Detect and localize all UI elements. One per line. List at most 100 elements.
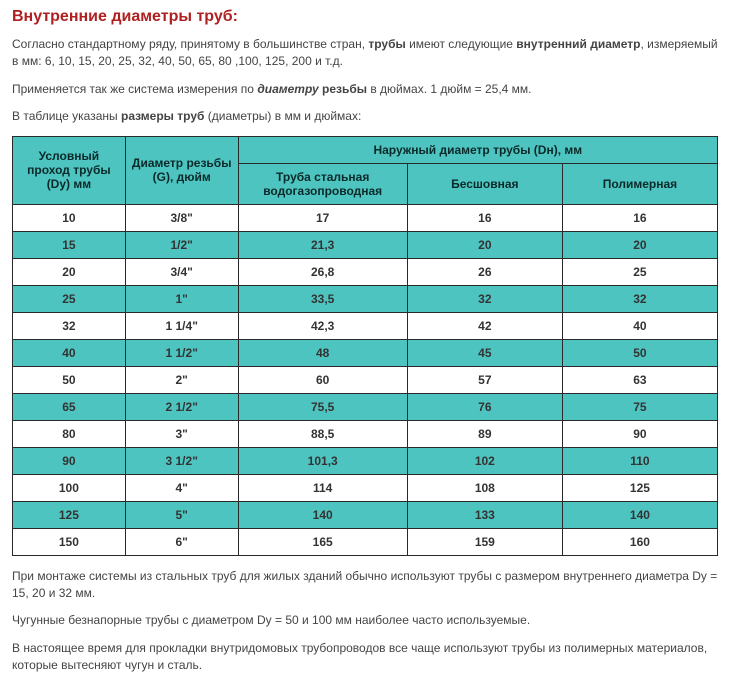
table-cell: 16 [562, 204, 717, 231]
bold-text: трубы [368, 37, 405, 51]
intro-paragraph-1: Согласно стандартному ряду, принятому в … [12, 36, 718, 71]
table-header: Условный проход трубы (Dy) мм Диаметр ре… [13, 136, 718, 204]
table-row: 502"605763 [13, 366, 718, 393]
table-row: 103/8"171616 [13, 204, 718, 231]
table-row: 321 1/4"42,34240 [13, 312, 718, 339]
table-cell: 20 [13, 258, 126, 285]
table-cell: 80 [13, 420, 126, 447]
table-cell: 133 [407, 501, 562, 528]
col-header-dn-group: Наружный диаметр трубы (Dн), мм [238, 136, 717, 163]
table-row: 803"88,58990 [13, 420, 718, 447]
table-cell: 75 [562, 393, 717, 420]
table-cell: 16 [407, 204, 562, 231]
table-cell: 140 [562, 501, 717, 528]
table-cell: 100 [13, 474, 126, 501]
table-cell: 33,5 [238, 285, 407, 312]
table-cell: 3/4" [125, 258, 238, 285]
table-cell: 26,8 [238, 258, 407, 285]
table-cell: 17 [238, 204, 407, 231]
table-cell: 3" [125, 420, 238, 447]
bold-text: внутренний диаметр [516, 37, 640, 51]
table-cell: 48 [238, 339, 407, 366]
text: Согласно стандартному ряду, принятому в … [12, 37, 368, 51]
table-cell: 3 1/2" [125, 447, 238, 474]
table-cell: 110 [562, 447, 717, 474]
table-cell: 5" [125, 501, 238, 528]
table-row: 151/2"21,32020 [13, 231, 718, 258]
intro-paragraph-3: В таблице указаны размеры труб (диаметры… [12, 108, 718, 125]
table-row: 1506"165159160 [13, 528, 718, 555]
table-cell: 4" [125, 474, 238, 501]
table-row: 652 1/2"75,57675 [13, 393, 718, 420]
col-header-seamless: Бесшовная [407, 163, 562, 204]
table-cell: 10 [13, 204, 126, 231]
table-cell: 6" [125, 528, 238, 555]
table-cell: 3/8" [125, 204, 238, 231]
table-row: 203/4"26,82625 [13, 258, 718, 285]
table-cell: 50 [562, 339, 717, 366]
table-cell: 20 [562, 231, 717, 258]
table-cell: 1 1/2" [125, 339, 238, 366]
table-cell: 101,3 [238, 447, 407, 474]
table-cell: 102 [407, 447, 562, 474]
note-paragraph-1: При монтаже системы из стальных труб для… [12, 568, 718, 603]
text: В таблице указаны [12, 109, 121, 123]
table-row: 401 1/2"484550 [13, 339, 718, 366]
text: имеют следующие [406, 37, 517, 51]
text: Применяется так же система измерения по [12, 82, 257, 96]
text: (диаметры) в мм и дюймах: [204, 109, 361, 123]
table-cell: 57 [407, 366, 562, 393]
table-cell: 90 [13, 447, 126, 474]
table-cell: 159 [407, 528, 562, 555]
table-cell: 1/2" [125, 231, 238, 258]
col-header-polymer: Полимерная [562, 163, 717, 204]
table-cell: 2" [125, 366, 238, 393]
table-cell: 90 [562, 420, 717, 447]
table-cell: 60 [238, 366, 407, 393]
table-body: 103/8"171616151/2"21,32020203/4"26,82625… [13, 204, 718, 555]
table-cell: 45 [407, 339, 562, 366]
table-cell: 40 [13, 339, 126, 366]
table-cell: 125 [13, 501, 126, 528]
table-cell: 1 1/4" [125, 312, 238, 339]
table-cell: 75,5 [238, 393, 407, 420]
table-cell: 20 [407, 231, 562, 258]
table-cell: 160 [562, 528, 717, 555]
col-header-g: Диаметр резьбы (G), дюйм [125, 136, 238, 204]
note-paragraph-2: Чугунные безнапорные трубы с диаметром D… [12, 612, 718, 629]
table-cell: 89 [407, 420, 562, 447]
table-cell: 21,3 [238, 231, 407, 258]
table-row: 1255"140133140 [13, 501, 718, 528]
table-cell: 26 [407, 258, 562, 285]
table-cell: 65 [13, 393, 126, 420]
table-cell: 32 [13, 312, 126, 339]
table-cell: 2 1/2" [125, 393, 238, 420]
table-cell: 1" [125, 285, 238, 312]
table-row: 903 1/2"101,3102110 [13, 447, 718, 474]
table-cell: 32 [407, 285, 562, 312]
table-cell: 140 [238, 501, 407, 528]
table-cell: 25 [562, 258, 717, 285]
table-cell: 165 [238, 528, 407, 555]
bold-italic-text: диаметру резьбы [257, 82, 367, 96]
table-row: 1004"114108125 [13, 474, 718, 501]
table-cell: 32 [562, 285, 717, 312]
table-cell: 125 [562, 474, 717, 501]
table-cell: 40 [562, 312, 717, 339]
table-row: 251"33,53232 [13, 285, 718, 312]
table-cell: 25 [13, 285, 126, 312]
bold-text: размеры труб [121, 109, 204, 123]
table-cell: 150 [13, 528, 126, 555]
table-cell: 76 [407, 393, 562, 420]
page-title: Внутренние диаметры труб: [12, 8, 718, 26]
table-cell: 42,3 [238, 312, 407, 339]
table-cell: 108 [407, 474, 562, 501]
table-cell: 114 [238, 474, 407, 501]
intro-paragraph-2: Применяется так же система измерения по … [12, 81, 718, 98]
table-cell: 15 [13, 231, 126, 258]
note-paragraph-3: В настоящее время для прокладки внутридо… [12, 640, 718, 675]
table-cell: 88,5 [238, 420, 407, 447]
table-cell: 50 [13, 366, 126, 393]
col-header-dy: Условный проход трубы (Dy) мм [13, 136, 126, 204]
table-cell: 63 [562, 366, 717, 393]
